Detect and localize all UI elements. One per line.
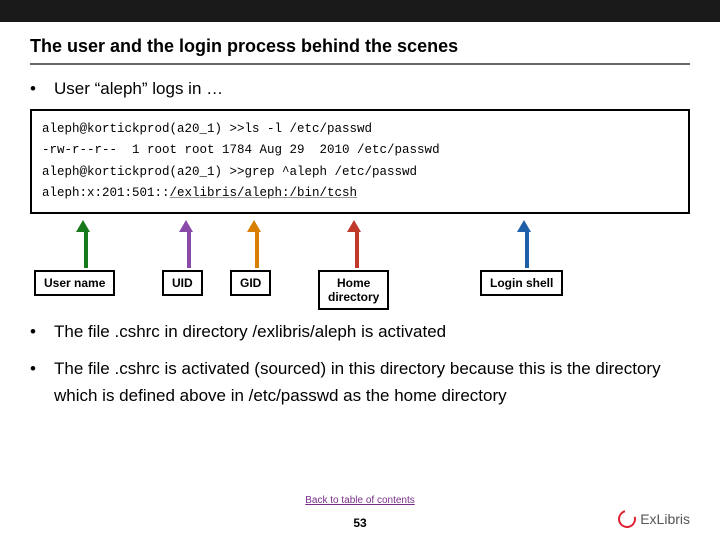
arrow-shell [522, 220, 531, 268]
terminal-line: -rw-r--r-- 1 root root 1784 Aug 29 2010 … [42, 143, 440, 157]
bullet-text: User “aleph” logs in … [54, 79, 223, 99]
arrow-user [81, 220, 90, 268]
label-shell: Login shell [480, 270, 563, 296]
arrow-home [352, 220, 361, 268]
logo-swirl-icon [615, 507, 640, 532]
label-home: Homedirectory [318, 270, 389, 310]
annotation-diagram: User name UID GID Homedirectory Login sh… [30, 220, 690, 310]
terminal-line-underlined: /exlibris/aleph:/bin/tcsh [170, 186, 358, 200]
arrow-gid [252, 220, 261, 268]
bullet-intro: • User “aleph” logs in … [30, 79, 690, 99]
slide-content: The user and the login process behind th… [0, 22, 720, 410]
label-uid: UID [162, 270, 203, 296]
page-number: 53 [0, 516, 720, 530]
terminal-line: aleph@kortickprod(a20_1) >>grep ^aleph /… [42, 165, 417, 179]
terminal-line-part: aleph:x:201:501:: [42, 186, 170, 200]
label-user: User name [34, 270, 115, 296]
arrow-uid [184, 220, 193, 268]
label-gid: GID [230, 270, 271, 296]
logo-text: ExLibris [640, 511, 690, 527]
bullet-marker: • [30, 355, 54, 382]
top-bar [0, 0, 720, 22]
terminal-block: aleph@kortickprod(a20_1) >>ls -l /etc/pa… [30, 109, 690, 214]
slide-title: The user and the login process behind th… [30, 36, 690, 65]
back-to-toc-link[interactable]: Back to table of contents [0, 495, 720, 506]
bullet-text: The file .cshrc in directory /exlibris/a… [54, 318, 446, 345]
bullet-marker: • [30, 318, 54, 345]
terminal-line: aleph@kortickprod(a20_1) >>ls -l /etc/pa… [42, 122, 372, 136]
bullet-item: • The file .cshrc is activated (sourced)… [30, 355, 690, 409]
exlibris-logo: ExLibris [618, 510, 690, 528]
bullet-marker: • [30, 79, 54, 99]
bullet-text: The file .cshrc is activated (sourced) i… [54, 355, 690, 409]
body-bullets: • The file .cshrc in directory /exlibris… [30, 318, 690, 410]
bullet-item: • The file .cshrc in directory /exlibris… [30, 318, 690, 345]
